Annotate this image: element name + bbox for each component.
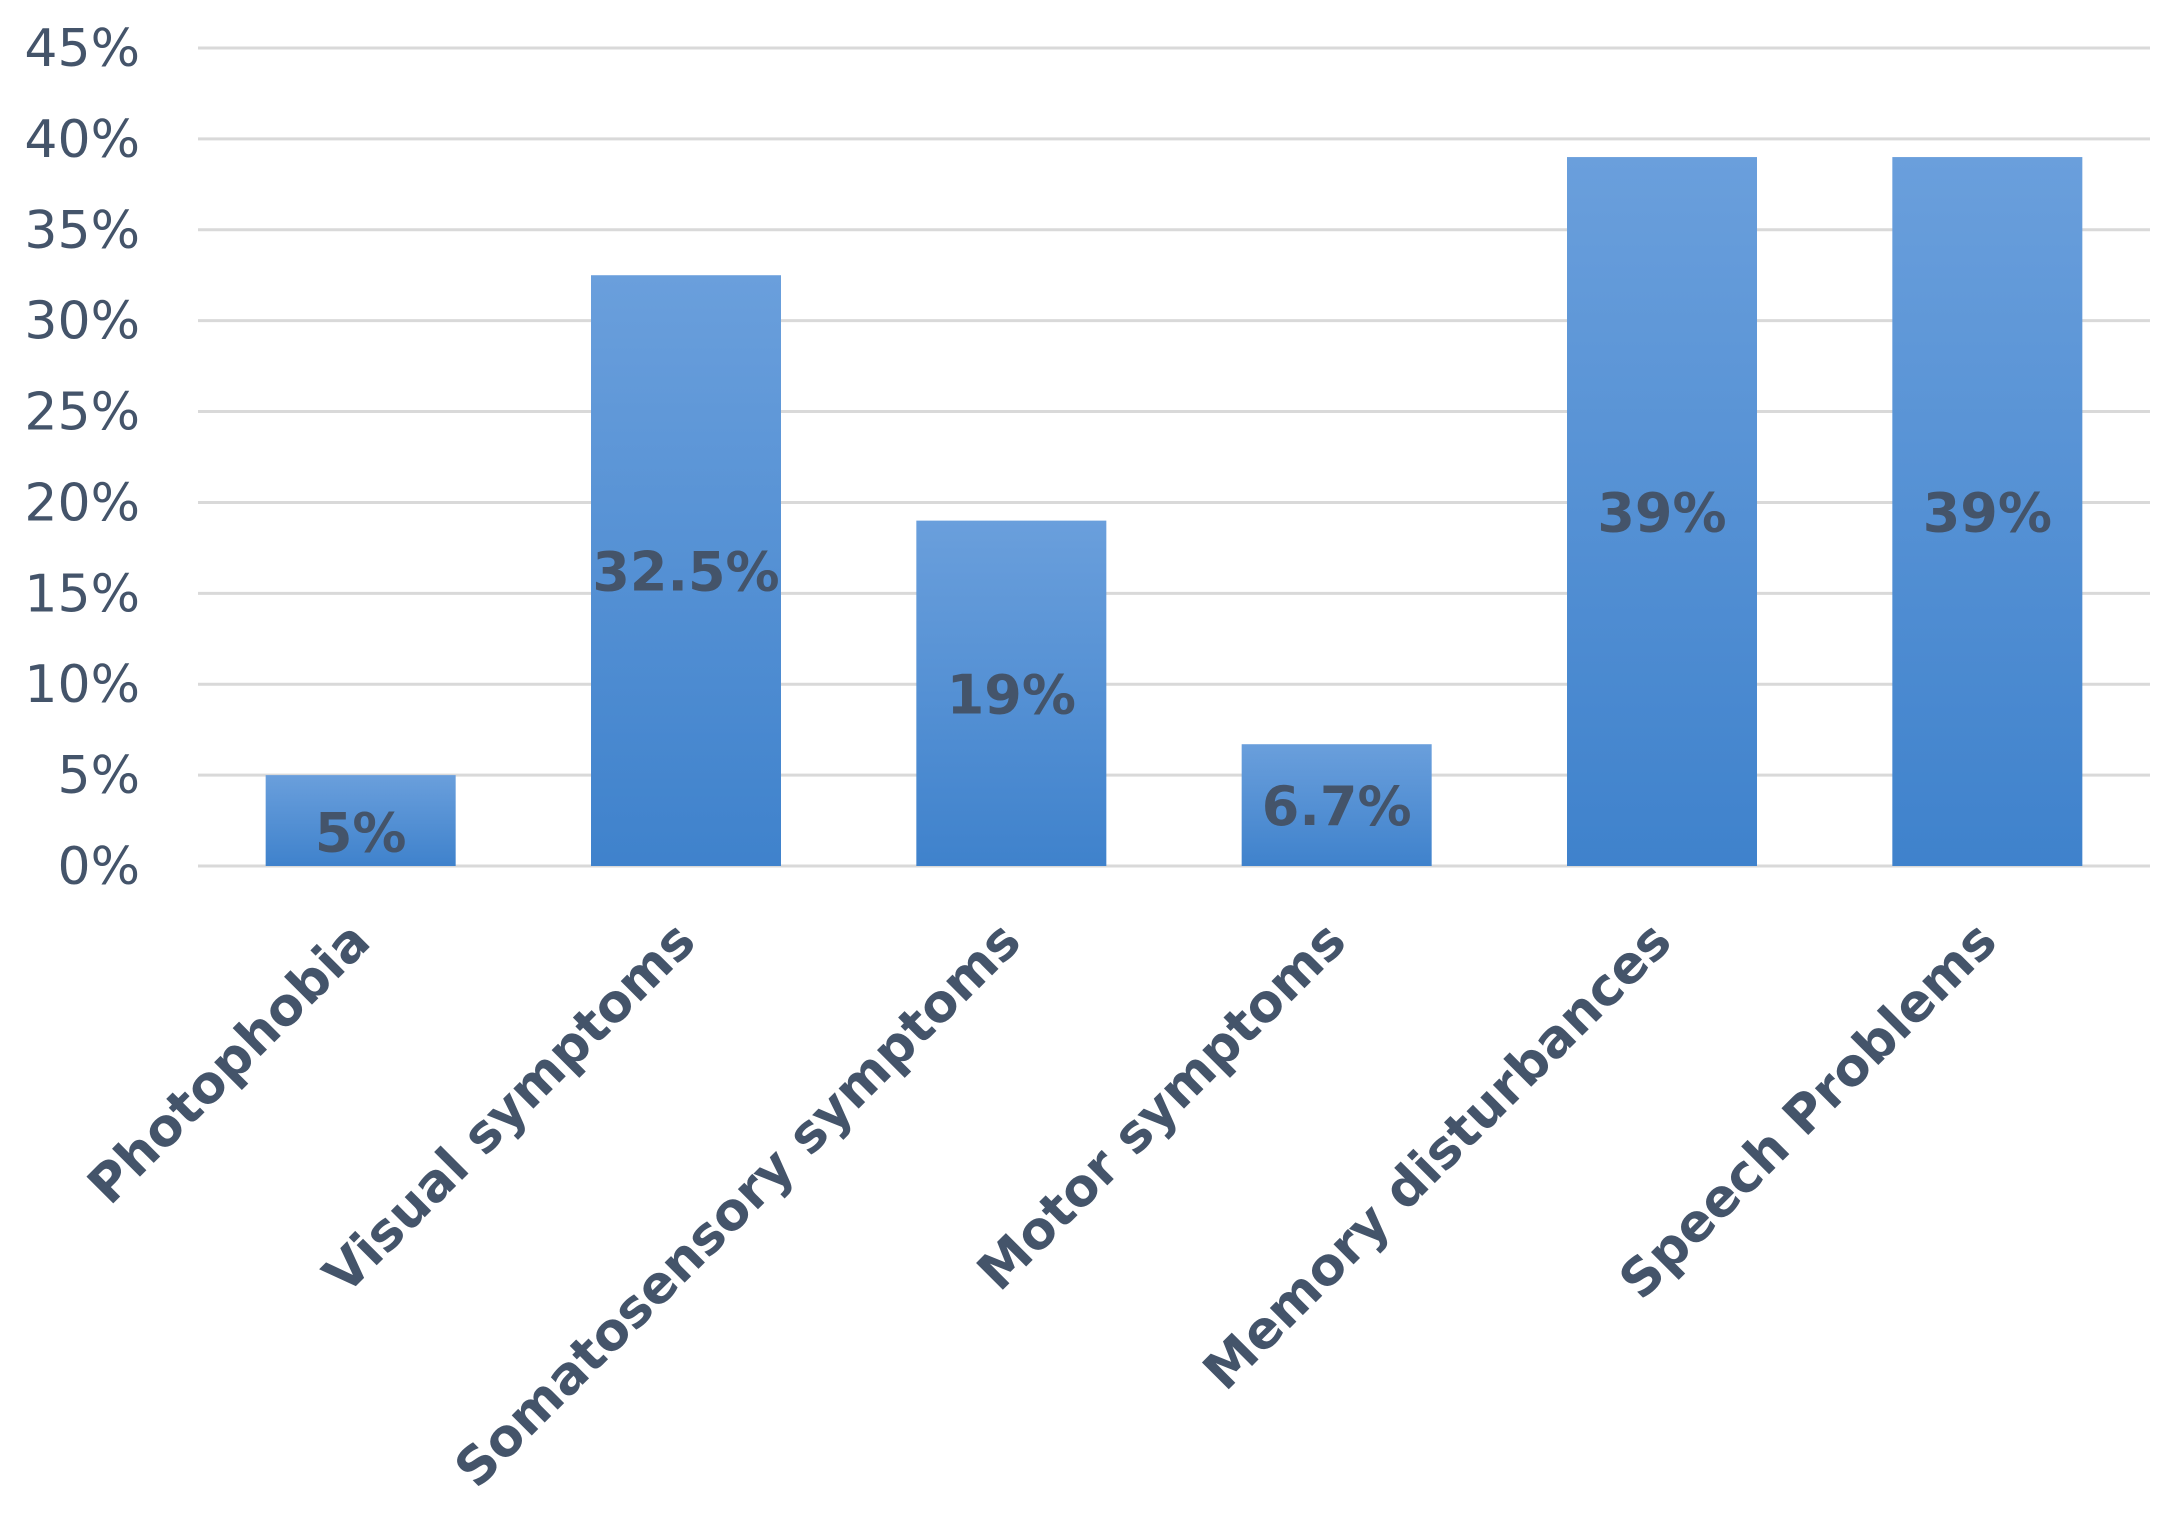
data-labels: 5% 32.5% 19% 6.7% 39% 39% — [315, 482, 2052, 865]
y-tick-label: 45% — [24, 19, 140, 79]
bar — [591, 275, 781, 866]
data-label: 19% — [947, 663, 1076, 726]
y-tick-label: 20% — [24, 473, 140, 533]
bar — [1567, 157, 1757, 867]
y-tick-label: 15% — [24, 564, 140, 624]
y-tick-label: 25% — [24, 383, 140, 443]
data-label: 39% — [1923, 482, 2052, 545]
y-tick-label: 5% — [58, 746, 141, 806]
bar — [265, 775, 456, 866]
category-label: Somatosensory symptoms — [444, 911, 1033, 1500]
y-axis-tick-labels: 0% 5% 10% 15% 20% 25% 30% 35% 40% 45% — [24, 19, 140, 897]
data-label: 6.7% — [1262, 775, 1412, 838]
y-tick-label: 30% — [24, 292, 140, 352]
data-label: 5% — [315, 802, 407, 865]
bars — [265, 157, 2083, 867]
y-tick-label: 35% — [24, 201, 140, 261]
bar — [1892, 157, 2083, 867]
data-label: 32.5% — [592, 541, 779, 604]
category-label: Speech Problems — [1608, 911, 2008, 1311]
category-label: Motor symptoms — [966, 911, 1358, 1303]
category-label: Visual symptoms — [313, 911, 708, 1306]
category-label: Photophobia — [77, 911, 382, 1216]
y-tick-label: 40% — [24, 110, 140, 170]
data-label: 39% — [1597, 482, 1726, 545]
gridlines — [198, 46, 2150, 868]
bar — [1241, 744, 1432, 866]
y-tick-label: 10% — [24, 655, 140, 715]
y-tick-label: 0% — [58, 837, 141, 897]
bar — [916, 520, 1107, 866]
